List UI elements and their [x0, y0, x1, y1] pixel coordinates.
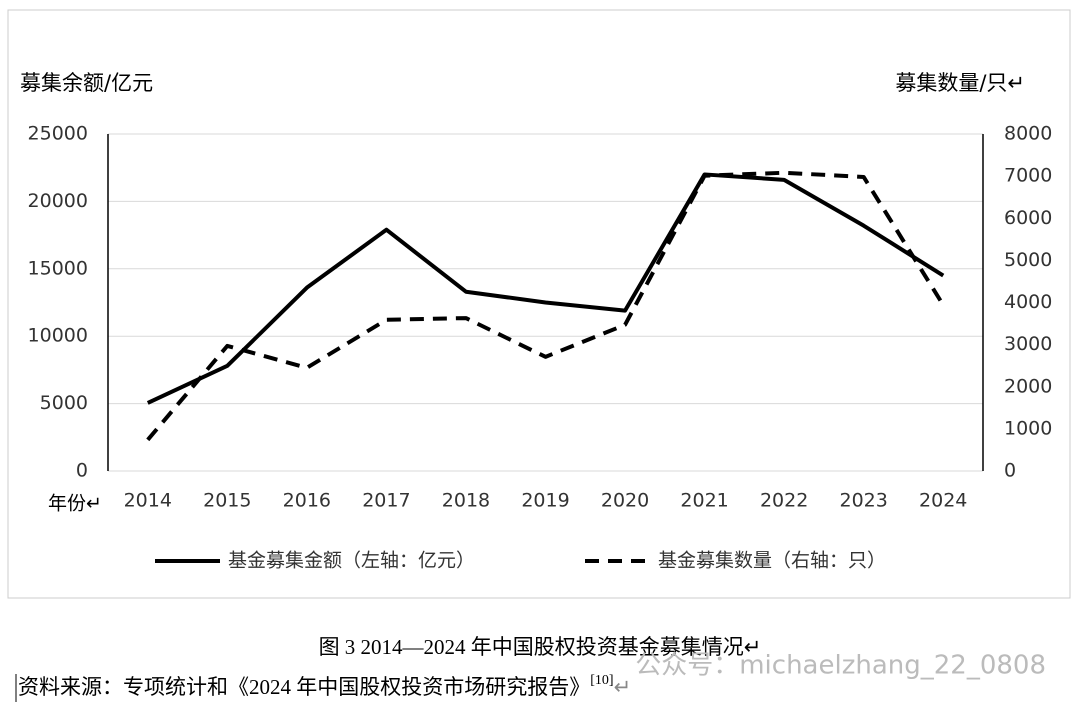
y2-axis-label: 募集数量/只↵ [895, 71, 1025, 95]
source-text: 资料来源：专项统计和《2024 年中国股权投资市场研究报告》 [18, 675, 590, 699]
y2-tick-label: 2000 [1004, 375, 1052, 397]
x-tick-label: 2014 [124, 490, 172, 512]
y-axis-label: 募集余额/亿元 [20, 71, 153, 95]
source: 资料来源：专项统计和《2024 年中国股权投资市场研究报告》[10]↵ [18, 673, 631, 699]
x-tick-label: 2015 [203, 490, 251, 512]
caption: 图 3 2014—2024 年中国股权投资基金募集情况↵ [319, 635, 762, 659]
y2-tick-label: 6000 [1004, 207, 1052, 229]
y-tick-label: 25000 [28, 123, 88, 145]
chart-frame [7, 9, 1071, 599]
source-mark: ↵ [614, 675, 632, 699]
watermark: 公众号：michaelzhang_22_0808 [635, 651, 1046, 681]
y-tick-label: 0 [76, 460, 88, 482]
legend-label: 基金募集金额（左轴：亿元） [228, 550, 475, 572]
y2-tick-label: 3000 [1004, 333, 1052, 355]
series-line [146, 170, 945, 442]
y-tick-label: 20000 [28, 190, 88, 212]
y-tick-label: 15000 [28, 257, 88, 279]
x-tick-label: 2017 [362, 490, 410, 512]
y2-tick-label: 7000 [1004, 165, 1052, 187]
series-line [146, 172, 945, 405]
y2-tick-label: 0 [1004, 460, 1016, 482]
x-tick-label: 2023 [840, 490, 888, 512]
x-tick-label: 2024 [919, 490, 967, 512]
x-tick-label: 2020 [601, 490, 649, 512]
x-axis-label: 年份↵ [48, 493, 102, 515]
x-tick-label: 2019 [521, 490, 569, 512]
y-tick-label: 10000 [28, 325, 88, 347]
y2-tick-label: 1000 [1004, 417, 1052, 439]
legend-label: 基金募集数量（右轴：只） [658, 550, 886, 572]
x-tick-label: 2016 [283, 490, 331, 512]
x-tick-label: 2021 [680, 490, 728, 512]
y-tick-label: 5000 [40, 392, 88, 414]
x-tick-label: 2018 [442, 490, 490, 512]
x-tick-label: 2022 [760, 490, 808, 512]
y2-tick-label: 8000 [1004, 123, 1052, 145]
y2-tick-label: 4000 [1004, 291, 1052, 313]
y2-tick-label: 5000 [1004, 249, 1052, 271]
source-ref: [10] [590, 673, 613, 688]
